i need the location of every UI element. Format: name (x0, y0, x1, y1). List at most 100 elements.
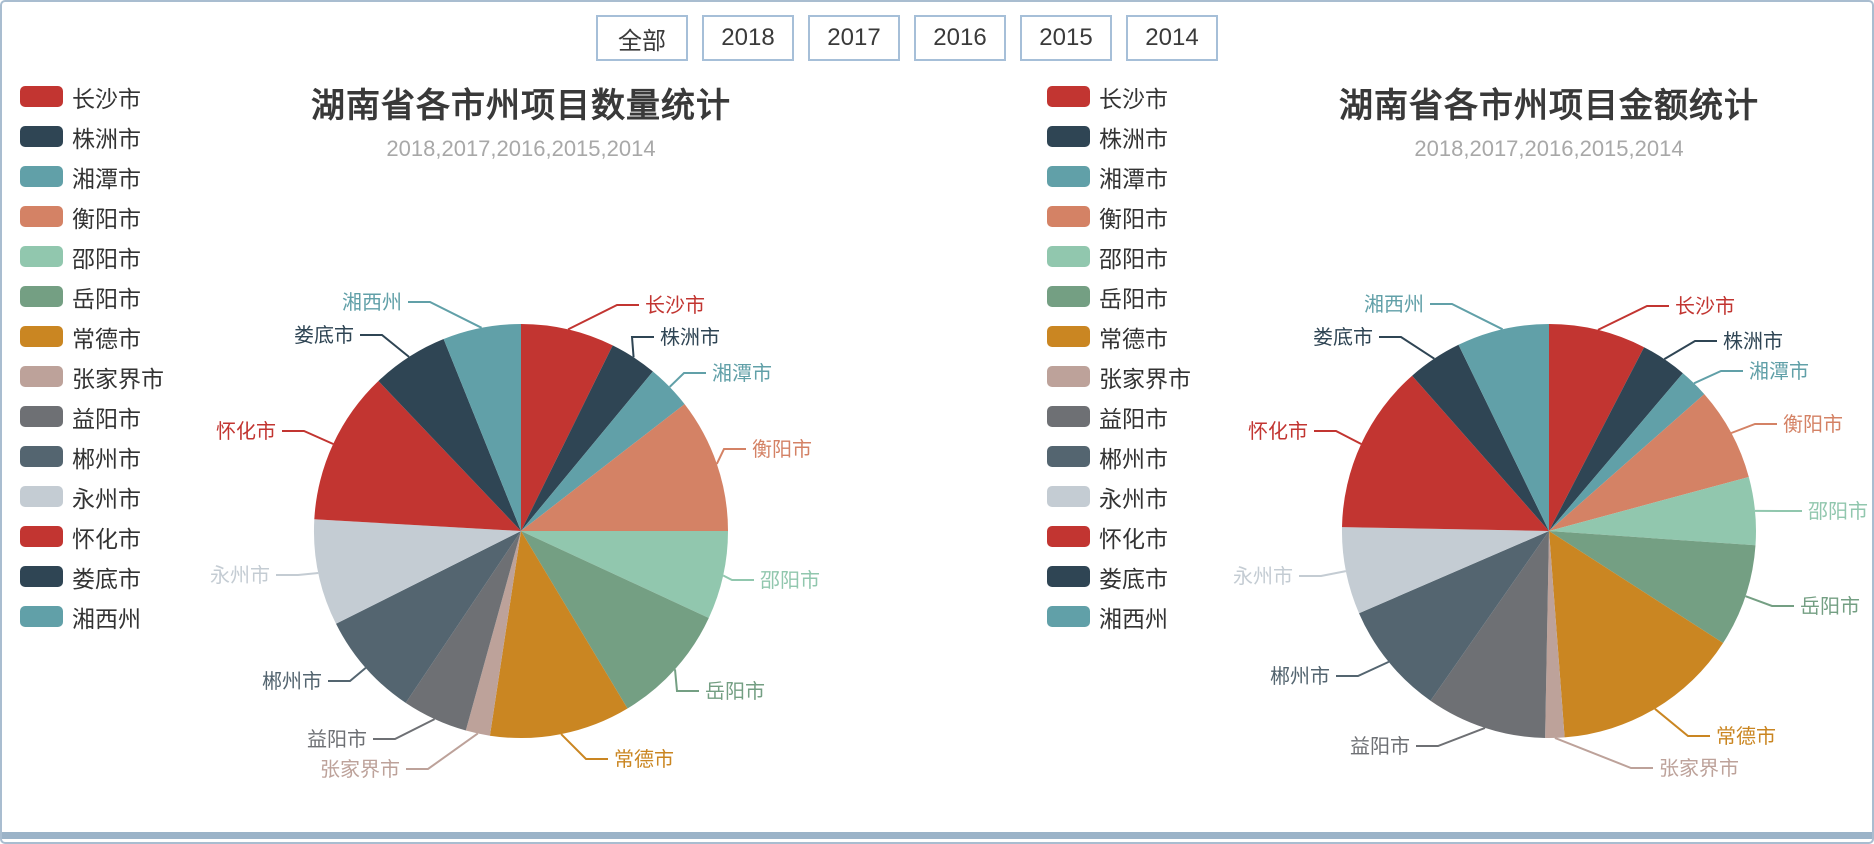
legend-swatch (20, 566, 63, 587)
pie-slice-永州市[interactable] (313, 519, 521, 624)
label-line-怀化市 (282, 430, 334, 445)
legend-item-常德市[interactable]: 常德市 (1047, 326, 1191, 352)
legend-item-张家界市[interactable]: 张家界市 (1047, 366, 1191, 392)
pie-slice-湘潭市[interactable] (521, 371, 685, 532)
slice-label-长沙市: 长沙市 (1675, 295, 1735, 318)
legend-swatch (1047, 126, 1090, 147)
filter-button-all[interactable]: 全部 (596, 15, 688, 61)
legend-item-永州市[interactable]: 永州市 (20, 486, 164, 512)
pie-slice-益阳市[interactable] (1430, 531, 1550, 738)
slice-label-怀化市: 怀化市 (216, 420, 276, 443)
pie-slice-永州市[interactable] (1341, 527, 1549, 614)
slice-label-岳阳市: 岳阳市 (705, 680, 765, 703)
legend-swatch (1047, 366, 1090, 387)
legend-item-怀化市[interactable]: 怀化市 (20, 526, 164, 552)
pie-slice-怀化市[interactable] (1342, 375, 1549, 531)
legend-item-郴州市[interactable]: 郴州市 (1047, 446, 1191, 472)
legend-swatch (1047, 326, 1090, 347)
legend-label: 长沙市 (72, 85, 141, 112)
pie-slice-岳阳市[interactable] (1549, 531, 1756, 643)
label-line-湘西州 (1430, 303, 1504, 331)
legend-swatch (20, 446, 63, 467)
filter-button-2014[interactable]: 2014 (1126, 15, 1218, 61)
legend-item-怀化市[interactable]: 怀化市 (1047, 526, 1191, 552)
legend-label: 湘西州 (72, 605, 141, 632)
legend-label: 湘西州 (1099, 605, 1168, 632)
filter-button-2016[interactable]: 2016 (914, 15, 1006, 61)
filter-button-2015[interactable]: 2015 (1020, 15, 1112, 61)
label-line-娄底市 (360, 334, 410, 358)
legend-label: 郴州市 (72, 445, 141, 472)
pie-slice-邵阳市[interactable] (521, 531, 728, 618)
slice-label-湘潭市: 湘潭市 (712, 362, 772, 385)
label-line-张家界市 (1554, 736, 1653, 769)
legend-label: 邵阳市 (72, 245, 141, 272)
legend-item-邵阳市[interactable]: 邵阳市 (1047, 246, 1191, 272)
filter-button-2018[interactable]: 2018 (702, 15, 794, 61)
legend-swatch (20, 406, 63, 427)
pie-slice-郴州市[interactable] (336, 531, 521, 703)
legend-label: 邵阳市 (1099, 245, 1168, 272)
legend-item-长沙市[interactable]: 长沙市 (20, 86, 164, 112)
pie-slice-长沙市[interactable] (1549, 324, 1645, 531)
legend-item-娄底市[interactable]: 娄底市 (20, 566, 164, 592)
legend-label: 张家界市 (72, 365, 164, 392)
legend-item-永州市[interactable]: 永州市 (1047, 486, 1191, 512)
pie-slice-怀化市[interactable] (314, 381, 521, 531)
legend-item-湘西州[interactable]: 湘西州 (20, 606, 164, 632)
legend-item-岳阳市[interactable]: 岳阳市 (20, 286, 164, 312)
legend-item-常德市[interactable]: 常德市 (20, 326, 164, 352)
pie-slice-常德市[interactable] (1549, 531, 1724, 738)
legend-label: 益阳市 (1099, 405, 1168, 432)
legend-item-长沙市[interactable]: 长沙市 (1047, 86, 1191, 112)
pie-slice-郴州市[interactable] (1359, 531, 1549, 701)
pie-slice-邵阳市[interactable] (1549, 477, 1756, 546)
pie-slice-衡阳市[interactable] (521, 404, 728, 531)
legend-label: 郴州市 (1099, 445, 1168, 472)
legend-label: 益阳市 (72, 405, 141, 432)
legend-item-湘潭市[interactable]: 湘潭市 (1047, 166, 1191, 192)
pie-slice-湘潭市[interactable] (1549, 373, 1705, 531)
legend-item-张家界市[interactable]: 张家界市 (20, 366, 164, 392)
legend-item-益阳市[interactable]: 益阳市 (20, 406, 164, 432)
pie-slice-常德市[interactable] (489, 531, 628, 739)
legend-swatch (20, 246, 63, 267)
pie-slice-张家界市[interactable] (465, 531, 521, 736)
legend-swatch (20, 126, 63, 147)
legend-item-岳阳市[interactable]: 岳阳市 (1047, 286, 1191, 312)
legend-swatch (1047, 606, 1090, 627)
filter-button-2017[interactable]: 2017 (808, 15, 900, 61)
legend-item-益阳市[interactable]: 益阳市 (1047, 406, 1191, 432)
label-line-永州市 (1299, 570, 1347, 577)
legend-item-邵阳市[interactable]: 邵阳市 (20, 246, 164, 272)
slice-label-郴州市: 郴州市 (1270, 665, 1330, 688)
legend-item-株洲市[interactable]: 株洲市 (1047, 126, 1191, 152)
label-line-湘潭市 (1693, 370, 1743, 385)
pie-slice-湘西州[interactable] (1458, 324, 1550, 531)
pie-slice-株洲市[interactable] (1549, 347, 1683, 531)
pie-slice-娄底市[interactable] (1412, 344, 1549, 531)
pie-slice-株洲市[interactable] (521, 345, 653, 531)
pie-slice-湘西州[interactable] (443, 324, 521, 531)
legend-item-株洲市[interactable]: 株洲市 (20, 126, 164, 152)
legend-item-衡阳市[interactable]: 衡阳市 (20, 206, 164, 232)
pie-slice-娄底市[interactable] (378, 339, 521, 531)
label-line-邵阳市 (722, 574, 754, 581)
legend-label: 怀化市 (72, 525, 141, 552)
pie-slice-岳阳市[interactable] (521, 531, 709, 709)
legend-item-郴州市[interactable]: 郴州市 (20, 446, 164, 472)
legend-item-湘潭市[interactable]: 湘潭市 (20, 166, 164, 192)
slice-label-郴州市: 郴州市 (262, 670, 322, 693)
legend-label: 长沙市 (1099, 85, 1168, 112)
label-line-永州市 (276, 572, 319, 576)
legend-item-娄底市[interactable]: 娄底市 (1047, 566, 1191, 592)
slice-label-永州市: 永州市 (210, 564, 270, 587)
slice-label-株洲市: 株洲市 (1723, 330, 1783, 353)
legend-item-衡阳市[interactable]: 衡阳市 (1047, 206, 1191, 232)
pie-slice-益阳市[interactable] (405, 531, 521, 731)
pie-slice-长沙市[interactable] (521, 324, 613, 531)
legend-item-湘西州[interactable]: 湘西州 (1047, 606, 1191, 632)
pie-slice-衡阳市[interactable] (1549, 394, 1749, 531)
label-line-常德市 (1654, 708, 1710, 737)
pie-slice-张家界市[interactable] (1545, 531, 1565, 739)
